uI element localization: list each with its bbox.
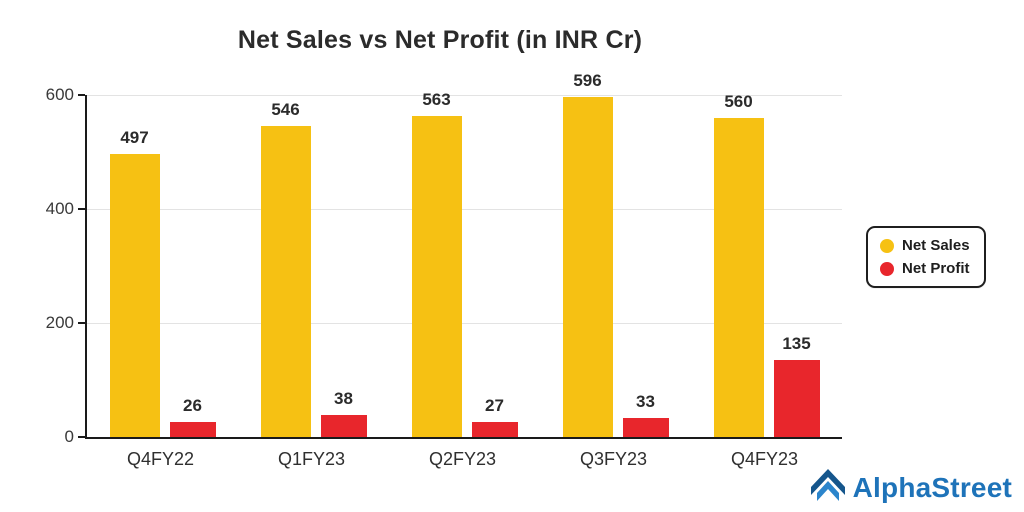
bar-rect — [260, 126, 311, 437]
bar-net-profit: 38 — [320, 389, 367, 437]
bar-net-profit: 33 — [622, 392, 669, 437]
bar-value-label: 560 — [724, 92, 753, 111]
bar-net-sales: 546 — [260, 100, 311, 437]
bar-net-sales: 563 — [411, 90, 462, 437]
x-tick-label: Q4FY22 — [126, 449, 195, 469]
x-tick-label: Q4FY23 — [730, 449, 799, 469]
bar-value-label: 596 — [573, 71, 602, 90]
bar-rect — [622, 418, 669, 437]
x-tick-label: Q3FY23 — [579, 449, 648, 469]
bar-value-label: 546 — [271, 100, 300, 119]
bar-net-sales: 560 — [713, 92, 764, 437]
gridline — [87, 323, 842, 324]
y-tick-label: 400 — [45, 199, 74, 218]
legend-label: Net Profit — [902, 260, 970, 277]
bar-rect — [169, 422, 216, 437]
bar-value-label: 135 — [782, 334, 811, 353]
y-tick-label: 200 — [45, 313, 74, 332]
brand-text: AlphaStreet — [852, 471, 1012, 503]
bar-group-q4fy23: 560 135 — [691, 92, 842, 437]
bar-groups: 497 26 546 38 563 27 596 33 560 135 — [87, 71, 842, 437]
gridline — [87, 209, 842, 210]
legend-item-net-profit: Net Profit — [880, 260, 970, 277]
bar-net-profit: 26 — [169, 396, 216, 437]
bar-rect — [320, 415, 367, 437]
bar-group-q3fy23: 596 33 — [540, 71, 691, 437]
bar-rect — [109, 154, 160, 437]
bar-net-profit: 27 — [471, 396, 518, 437]
legend-label: Net Sales — [902, 237, 970, 254]
bar-rect — [411, 116, 462, 437]
bar-net-sales: 497 — [109, 128, 160, 437]
bar-value-label: 27 — [485, 396, 504, 415]
bar-value-label: 563 — [422, 90, 451, 109]
bar-net-sales: 596 — [562, 71, 613, 437]
brand-logo: AlphaStreet — [810, 469, 1012, 506]
plot-area: 497 26 546 38 563 27 596 33 560 135 — [85, 71, 842, 439]
bar-rect — [562, 97, 613, 437]
legend-item-net-sales: Net Sales — [880, 237, 970, 254]
x-axis-labels: Q4FY22 Q1FY23 Q2FY23 Q3FY23 Q4FY23 — [85, 449, 840, 470]
legend-color-dot — [880, 261, 894, 276]
bar-group-q2fy23: 563 27 — [389, 90, 540, 437]
alphastreet-arrow-icon — [810, 469, 845, 506]
chart-title: Net Sales vs Net Profit (in INR Cr) — [237, 26, 643, 54]
bar-value-label: 26 — [183, 396, 202, 415]
y-tick-mark — [78, 436, 85, 438]
bar-net-profit: 135 — [773, 334, 820, 437]
y-tick-mark — [78, 208, 85, 210]
gridline — [87, 95, 842, 96]
y-tick-label: 0 — [64, 427, 74, 446]
bar-group-q4fy22: 497 26 — [87, 95, 238, 437]
bar-value-label: 33 — [636, 392, 655, 411]
legend-color-dot — [880, 238, 894, 253]
bar-group-q1fy23: 546 38 — [238, 95, 389, 437]
bar-rect — [773, 360, 820, 437]
legend: Net Sales Net Profit — [866, 226, 986, 288]
y-tick-label: 600 — [45, 85, 74, 104]
bar-value-label: 38 — [334, 389, 353, 408]
x-tick-label: Q2FY23 — [428, 449, 497, 469]
bar-rect — [471, 422, 518, 437]
y-tick-mark — [78, 94, 85, 96]
y-tick-mark — [78, 322, 85, 324]
x-tick-label: Q1FY23 — [277, 449, 346, 469]
bar-value-label: 497 — [120, 128, 149, 147]
bar-rect — [713, 118, 764, 437]
